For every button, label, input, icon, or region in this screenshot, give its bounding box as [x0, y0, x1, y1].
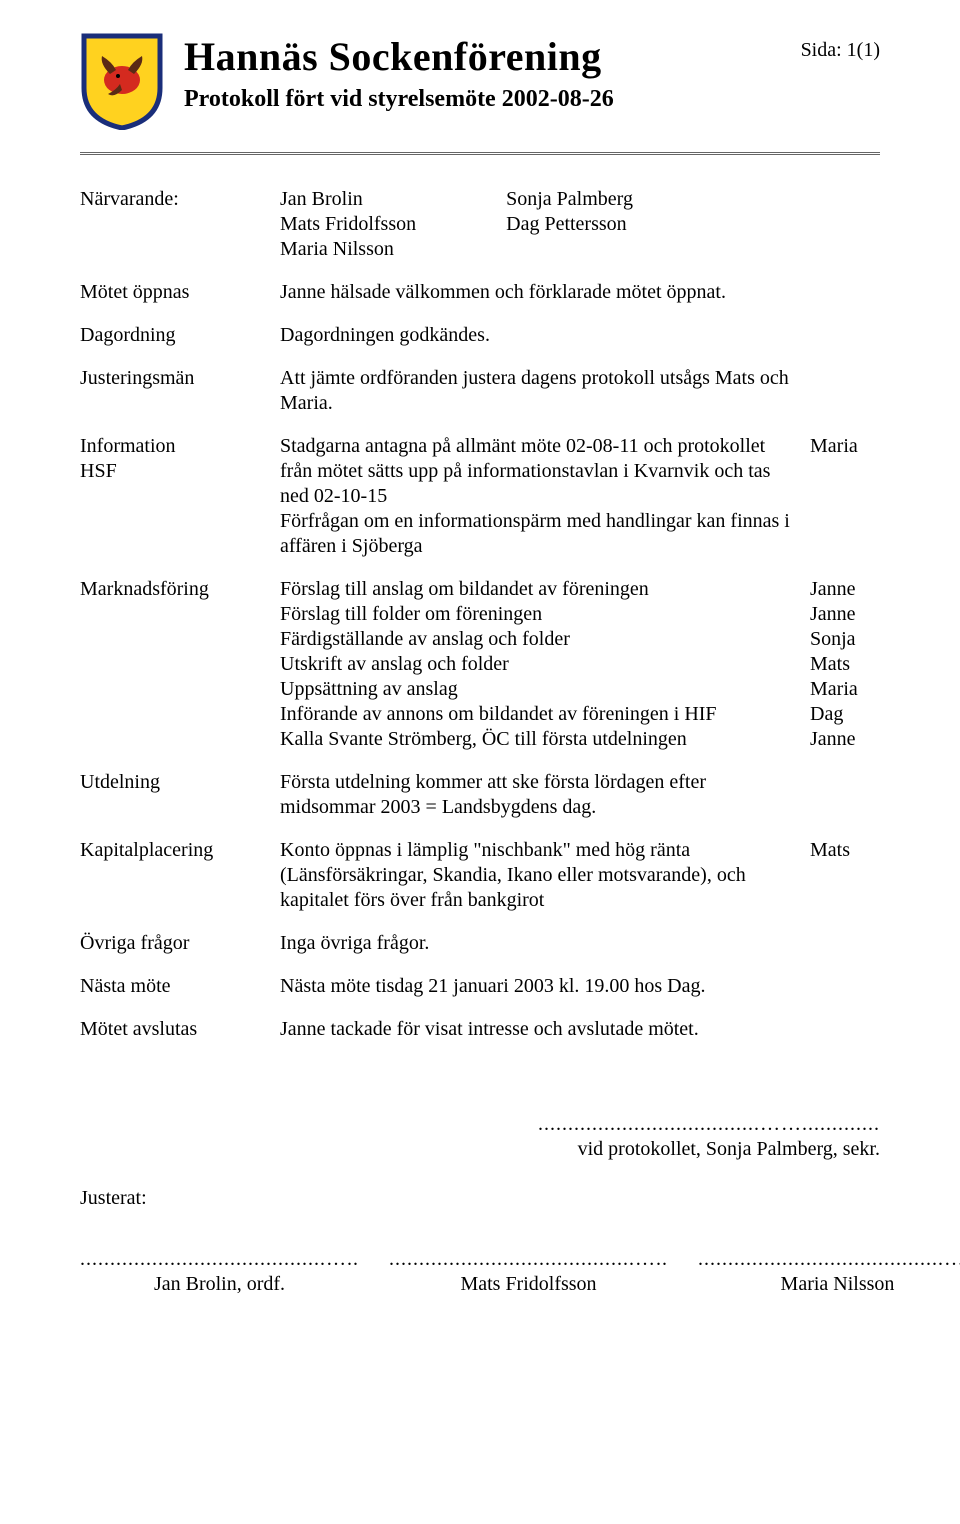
minutes-row: KapitalplaceringKonto öppnas i lämplig "… — [80, 838, 880, 913]
signature-dots: ........................................… — [80, 1247, 359, 1272]
row-label: Dagordning — [80, 323, 280, 348]
minutes-row: Övriga frågorInga övriga frågor. — [80, 931, 880, 956]
marketing-line: Utskrift av anslag och folder Mats — [280, 652, 880, 677]
signer-name: Maria Nilsson — [698, 1272, 960, 1297]
minutes-row: JusteringsmänAtt jämte ordföranden juste… — [80, 366, 880, 416]
signer-name: Mats Fridolfsson — [389, 1272, 668, 1297]
marketing-row: Marknadsföring Förslag till anslag om bi… — [80, 577, 880, 752]
shield-logo — [80, 32, 164, 130]
marketing-resp: Janne — [810, 602, 880, 627]
attendees-label: Närvarande: — [80, 187, 280, 262]
marketing-resp: Maria — [810, 677, 880, 702]
row-resp — [810, 770, 880, 820]
sub-title: Protokoll fört vid styrelsemöte 2002-08-… — [184, 84, 781, 114]
minutes-row: DagordningDagordningen godkändes. — [80, 323, 880, 348]
marketing-text: Förslag till anslag om bildandet av före… — [280, 577, 649, 602]
attendee: Jan Brolin — [280, 187, 416, 212]
marketing-label: Marknadsföring — [80, 577, 280, 752]
document-header: Hannäs Sockenförening Protokoll fört vid… — [80, 32, 880, 130]
row-text: Janne hälsade välkommen och förklarade m… — [280, 280, 810, 305]
info-resp: Maria — [810, 434, 880, 559]
signature-dots: ........................................… — [389, 1247, 668, 1272]
secretary-line: vid protokollet, Sonja Palmberg, sekr. — [80, 1137, 880, 1162]
attendees-col1: Jan Brolin Mats Fridolfsson Maria Nilsso… — [280, 187, 416, 262]
marketing-line: Kalla Svante Strömberg, ÖC till första u… — [280, 727, 880, 752]
info-label-2: HSF — [80, 459, 270, 484]
marketing-text: Uppsättning av anslag — [280, 677, 458, 702]
row-text: Janne tackade för visat intresse och avs… — [280, 1017, 810, 1042]
row-resp — [810, 974, 880, 999]
marketing-line: Förslag till folder om föreningen Janne — [280, 602, 880, 627]
row-text: Konto öppnas i lämplig "nischbank" med h… — [280, 838, 810, 913]
marketing-resp: Janne — [810, 727, 880, 752]
main-title: Hannäs Sockenförening — [184, 32, 781, 82]
row-resp — [810, 931, 880, 956]
marketing-text: Kalla Svante Strömberg, ÖC till första u… — [280, 727, 687, 752]
marketing-line: Uppsättning av anslag Maria — [280, 677, 880, 702]
row-text: Dagordningen godkändes. — [280, 323, 810, 348]
minutes-row: UtdelningFörsta utdelning kommer att ske… — [80, 770, 880, 820]
row-text: Inga övriga frågor. — [280, 931, 810, 956]
attendee: Mats Fridolfsson — [280, 212, 416, 237]
attendee: Dag Pettersson — [506, 212, 633, 237]
row-label: Övriga frågor — [80, 931, 280, 956]
marketing-resp: Sonja — [810, 627, 880, 652]
row-label: Mötet öppnas — [80, 280, 280, 305]
signature-dots: ........................................… — [698, 1247, 960, 1272]
marketing-resp: Janne — [810, 577, 880, 602]
attendees-col2: Sonja Palmberg Dag Pettersson — [506, 187, 633, 262]
row-label: Justeringsmän — [80, 366, 280, 416]
row-label: Kapitalplacering — [80, 838, 280, 913]
marketing-line: Färdigställande av anslag och folder Sonj… — [280, 627, 880, 652]
attendee: Sonja Palmberg — [506, 187, 633, 212]
row-resp — [810, 280, 880, 305]
row-text: Nästa möte tisdag 21 januari 2003 kl. 19… — [280, 974, 810, 999]
row-label: Mötet avslutas — [80, 1017, 280, 1042]
header-divider — [80, 152, 880, 155]
marketing-line: Förslag till anslag om bildandet av före… — [280, 577, 880, 602]
attendees-row: Närvarande: Jan Brolin Mats Fridolfsson … — [80, 187, 880, 262]
minutes-row: Nästa möteNästa möte tisdag 21 januari 2… — [80, 974, 880, 999]
marketing-line: Införande av annons om bildandet av före… — [280, 702, 880, 727]
info-row: Information HSF Stadgarna antagna på all… — [80, 434, 880, 559]
row-text: Första utdelning kommer att ske första l… — [280, 770, 810, 820]
justerat-label: Justerat: — [80, 1186, 880, 1211]
row-text: Att jämte ordföranden justera dagens pro… — [280, 366, 810, 416]
marketing-text: Utskrift av anslag och folder — [280, 652, 509, 677]
attendee: Maria Nilsson — [280, 237, 416, 262]
signature-dots: .....................................…….… — [80, 1112, 880, 1137]
info-label-1: Information — [80, 434, 270, 459]
page-number: Sida: 1(1) — [801, 32, 880, 63]
marketing-resp: Dag — [810, 702, 880, 727]
info-text: Stadgarna antagna på allmänt möte 02-08-… — [280, 434, 810, 559]
marketing-text: Införande av annons om bildandet av före… — [280, 702, 717, 727]
minutes-row: Mötet öppnasJanne hälsade välkommen och … — [80, 280, 880, 305]
marketing-text: Färdigställande av anslag och folder — [280, 627, 570, 652]
row-resp — [810, 366, 880, 416]
row-resp — [810, 323, 880, 348]
row-label: Nästa möte — [80, 974, 280, 999]
marketing-resp: Mats — [810, 652, 880, 677]
signer-name: Jan Brolin, ordf. — [80, 1272, 359, 1297]
minutes-row: Mötet avslutasJanne tackade för visat in… — [80, 1017, 880, 1042]
row-label: Utdelning — [80, 770, 280, 820]
row-resp — [810, 1017, 880, 1042]
marketing-text: Förslag till folder om föreningen — [280, 602, 542, 627]
row-resp: Mats — [810, 838, 880, 913]
signature-block: .....................................…….… — [80, 1112, 880, 1297]
